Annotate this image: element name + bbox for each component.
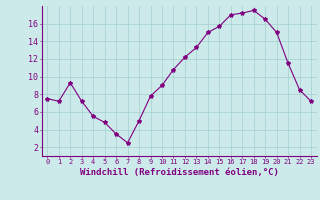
X-axis label: Windchill (Refroidissement éolien,°C): Windchill (Refroidissement éolien,°C) bbox=[80, 168, 279, 177]
